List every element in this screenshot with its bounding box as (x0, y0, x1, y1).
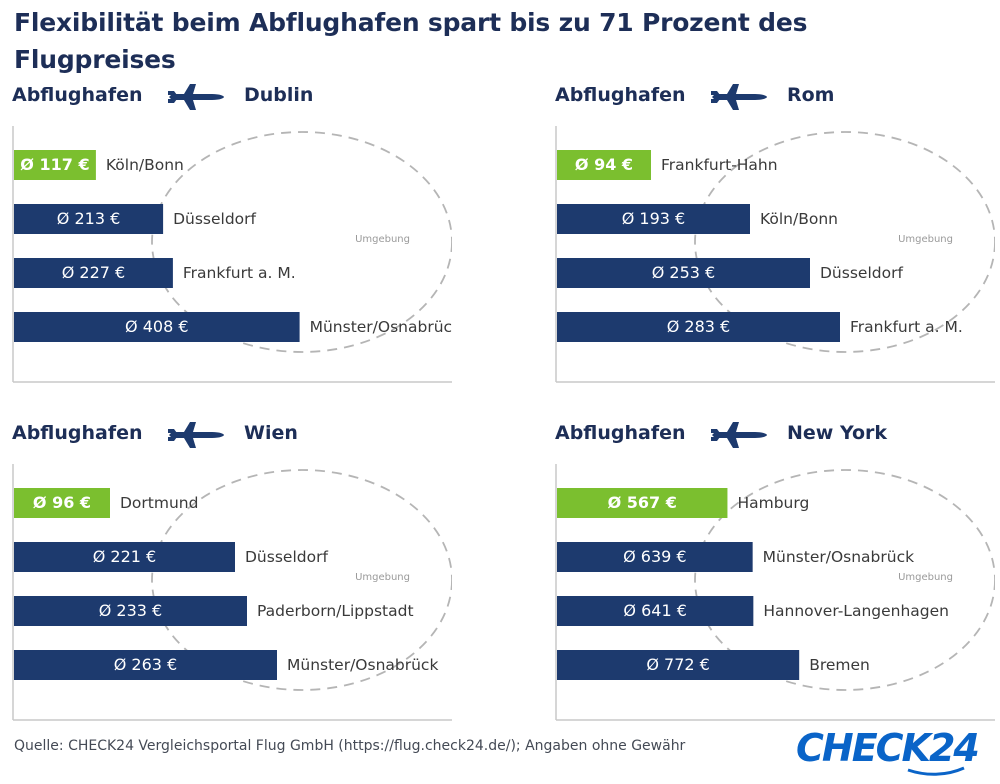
bar (557, 488, 728, 518)
bar-value-label: Ø 639 € (623, 547, 686, 566)
bar (14, 650, 277, 680)
bar-value-label: Ø 253 € (652, 263, 715, 282)
category-label: Frankfurt a. M. (850, 318, 963, 336)
category-label: Bremen (809, 656, 870, 674)
bar-chart: Umgebung Ø 567 € Hamburg Ø 639 € Münster/Osn… (555, 464, 995, 721)
category-label: Münster/Osnabrück (763, 548, 914, 566)
bar-value-label: Ø 233 € (99, 601, 162, 620)
region-ellipse (694, 469, 995, 691)
category-label: Hamburg (737, 494, 809, 512)
origin-label: Abflughafen (12, 422, 143, 444)
panel-header: Abflughafen New York (555, 418, 995, 452)
region-label: Umgebung (898, 234, 953, 245)
bar-value-label: Ø 117 € (20, 155, 89, 174)
bar (14, 150, 96, 180)
origin-label: Abflughafen (555, 422, 686, 444)
bar-value-label: Ø 221 € (93, 547, 156, 566)
bar-chart: Umgebung Ø 94 € Frankfurt-Hahn Ø 193 € Köln/… (555, 126, 995, 383)
bar-value-label: Ø 227 € (62, 263, 125, 282)
bar (14, 542, 235, 572)
bar (14, 596, 247, 626)
chart-panel-dublin: Abflughafen Dublin Umgebung Ø 117 € Köln/B… (12, 80, 452, 390)
destination-label: Dublin (244, 84, 314, 106)
check24-logo: CHECK24 (796, 724, 980, 778)
logo-swoosh-icon (907, 766, 965, 776)
origin-label: Abflughafen (12, 84, 143, 106)
bar (14, 204, 164, 234)
bar (557, 150, 651, 180)
bar-value-label: Ø 263 € (114, 655, 177, 674)
region-ellipse (151, 131, 452, 353)
category-label: Düsseldorf (245, 548, 328, 566)
bar (14, 488, 110, 518)
bar-value-label: Ø 567 € (608, 493, 677, 512)
category-label: Paderborn/Lippstadt (257, 602, 414, 620)
category-label: Dortmund (120, 494, 198, 512)
destination-label: New York (787, 422, 888, 444)
category-label: Köln/Bonn (760, 210, 838, 228)
logo-wordmark: CHECK24 (796, 726, 980, 770)
bar (557, 258, 810, 288)
region-label: Umgebung (355, 234, 410, 245)
bar-value-label: Ø 94 € (575, 155, 633, 174)
panel-header: Abflughafen Rom (555, 80, 995, 114)
bar-value-label: Ø 283 € (667, 317, 730, 336)
region-ellipse (151, 469, 452, 691)
category-label: Hannover-Langenhagen (763, 602, 949, 620)
bar (557, 650, 800, 680)
origin-label: Abflughafen (555, 84, 686, 106)
airplane-icon (168, 84, 224, 110)
source-footnote: Quelle: CHECK24 Vergleichsportal Flug Gm… (14, 738, 686, 754)
category-label: Frankfurt-Hahn (661, 156, 778, 174)
bar-value-label: Ø 96 € (33, 493, 91, 512)
region-label: Umgebung (898, 572, 953, 583)
bar-value-label: Ø 213 € (57, 209, 120, 228)
bar (557, 312, 840, 342)
airplane-icon (711, 422, 767, 448)
destination-label: Wien (244, 422, 298, 444)
bar-value-label: Ø 772 € (646, 655, 709, 674)
bar (557, 542, 753, 572)
airplane-icon (168, 422, 224, 448)
bar (557, 204, 750, 234)
bar (557, 596, 754, 626)
category-label: Düsseldorf (173, 210, 256, 228)
bar-value-label: Ø 193 € (622, 209, 685, 228)
page-title: Flexibilität beim Abflughafen spart bis … (14, 8, 808, 74)
bar (14, 258, 173, 288)
airplane-icon (711, 84, 767, 110)
category-label: Köln/Bonn (106, 156, 184, 174)
chart-panel-new-york: Abflughafen New York Umgebung Ø 567 € Hamb… (555, 418, 995, 728)
bar-chart: Umgebung Ø 96 € Dortmund Ø 221 € Düsseldorf Ø… (12, 464, 452, 721)
category-label: Münster/Osnabrück (310, 318, 452, 336)
region-label: Umgebung (355, 572, 410, 583)
bar-value-label: Ø 408 € (125, 317, 188, 336)
chart-panel-wien: Abflughafen Wien Umgebung Ø 96 € Dortmund Ø… (12, 418, 452, 728)
category-label: Frankfurt a. M. (183, 264, 296, 282)
category-label: Düsseldorf (820, 264, 903, 282)
destination-label: Rom (787, 84, 835, 106)
bar-chart: Umgebung Ø 117 € Köln/Bonn Ø 213 € Düsseldor… (12, 126, 452, 383)
category-label: Münster/Osnabrück (287, 656, 438, 674)
panel-header: Abflughafen Dublin (12, 80, 452, 114)
region-ellipse (694, 131, 995, 353)
chart-panel-rom: Abflughafen Rom Umgebung Ø 94 € Frankfurt-… (555, 80, 995, 390)
bar (14, 312, 300, 342)
bar-value-label: Ø 641 € (623, 601, 686, 620)
panel-header: Abflughafen Wien (12, 418, 452, 452)
